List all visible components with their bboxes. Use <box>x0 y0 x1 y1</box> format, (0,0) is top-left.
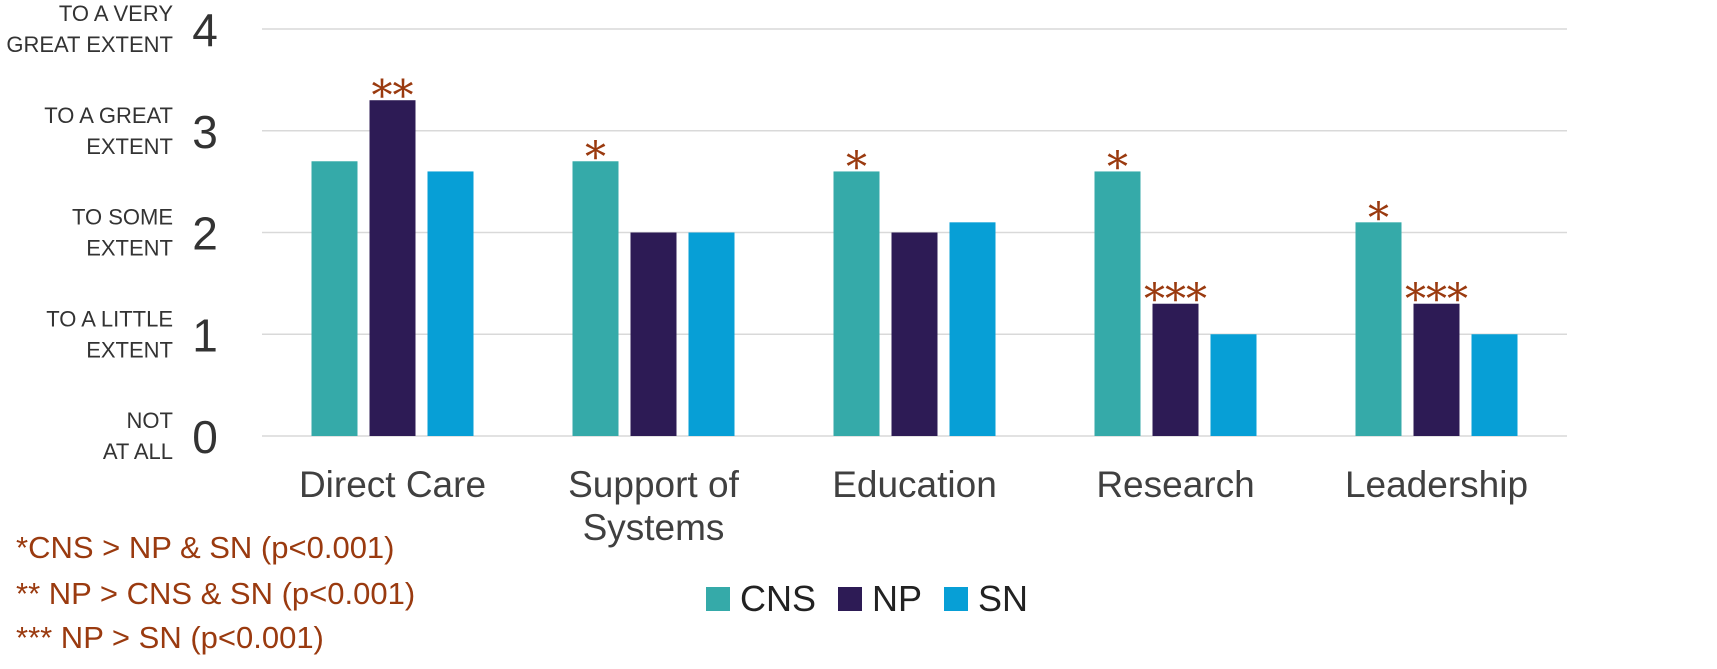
bar-np-leadership <box>1413 303 1460 436</box>
x-tick-label-support-of-systems-line-1: Support of <box>568 464 739 505</box>
legend-label-np: NP <box>872 578 923 619</box>
y-level-label-0-line-1: NOT <box>127 408 173 433</box>
legend-entry-sn: SN <box>944 578 1028 620</box>
significance-marker-4: * <box>1107 142 1128 191</box>
y-tick-label-3: 3 <box>192 106 218 158</box>
bar-np-direct-care <box>369 100 416 436</box>
y-level-label-4-line-2: GREAT EXTENT <box>6 32 173 57</box>
bar-chart: 0 NOT AT ALL 1 TO A LITTLE EXTENT 2 TO SOME EXTE… <box>6 1 1567 548</box>
x-tick-label-support-of-systems-line-2: Systems <box>583 507 725 548</box>
legend-label-cns: CNS <box>740 578 817 619</box>
bar-sn-direct-care <box>427 171 474 436</box>
legend-entry-cns: CNS <box>706 578 816 620</box>
x-tick-label-education: Education <box>832 464 997 505</box>
bar-np-education <box>891 232 938 436</box>
y-level-label-2-line-1: TO SOME <box>72 205 173 230</box>
y-level-label-0-line-2: AT ALL <box>103 439 173 464</box>
y-level-label-1-line-2: EXTENT <box>86 337 173 362</box>
bar-cns-direct-care <box>311 161 358 436</box>
bar-sn-research <box>1210 334 1257 436</box>
y-level-label-3-line-1: TO A GREAT <box>44 103 173 128</box>
bar-cns-research <box>1094 171 1141 436</box>
x-tick-label-direct-care: Direct Care <box>299 464 486 505</box>
y-tick-label-0: 0 <box>192 411 218 463</box>
bar-np-support-of-systems <box>630 232 677 436</box>
y-tick-label-4: 4 <box>192 4 218 56</box>
significance-note-1: *CNS > NP & SN (p<0.001) <box>16 530 395 565</box>
bar-np-research <box>1152 303 1199 436</box>
significance-marker-6: * <box>1368 193 1389 242</box>
significance-note-2: ** NP > CNS & SN (p<0.001) <box>16 576 416 611</box>
bar-sn-leadership <box>1471 334 1518 436</box>
significance-marker-1: ** <box>372 71 414 120</box>
legend-swatch-np <box>838 587 863 611</box>
significance-marker-7: *** <box>1405 275 1468 324</box>
bar-sn-education <box>949 222 996 436</box>
legend-label-sn: SN <box>978 578 1029 619</box>
y-level-label-3-line-2: EXTENT <box>86 134 173 159</box>
bar-cns-leadership <box>1355 222 1402 436</box>
significance-marker-2: * <box>585 132 606 181</box>
significance-marker-3: * <box>846 142 867 191</box>
y-tick-label-2: 2 <box>192 208 218 260</box>
y-tick-label-1: 1 <box>192 309 218 361</box>
legend-swatch-sn <box>944 587 969 611</box>
legend: CNS NP SN <box>706 578 1028 620</box>
bar-cns-education <box>833 171 880 436</box>
y-level-label-1-line-1: TO A LITTLE <box>46 306 173 331</box>
bar-cns-support-of-systems <box>572 161 619 436</box>
bar-sn-support-of-systems <box>688 232 735 436</box>
legend-entry-np: NP <box>838 578 922 620</box>
legend-swatch-cns <box>706 587 730 611</box>
significance-note-3: *** NP > SN (p<0.001) <box>16 620 324 655</box>
x-tick-label-research: Research <box>1096 464 1254 505</box>
y-level-label-2-line-2: EXTENT <box>86 236 173 261</box>
x-tick-label-leadership: Leadership <box>1345 464 1528 505</box>
y-level-label-4-line-1: TO A VERY <box>59 1 173 26</box>
significance-marker-5: *** <box>1144 275 1207 324</box>
